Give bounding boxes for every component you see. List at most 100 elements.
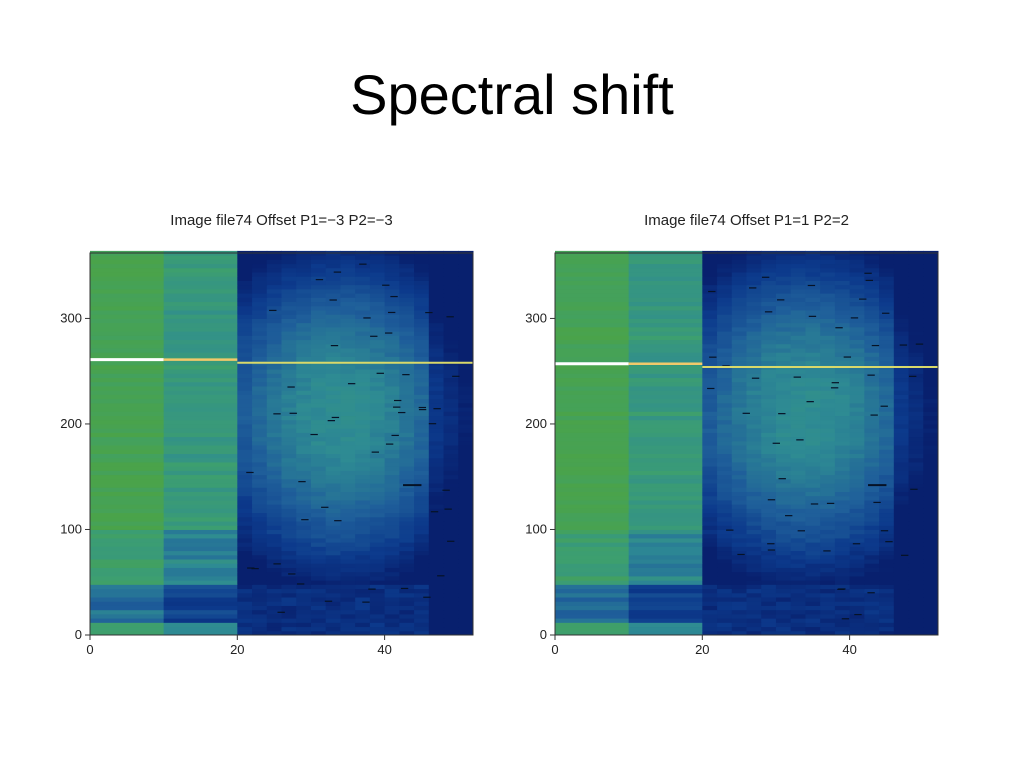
heatmap-cell (399, 305, 415, 311)
heatmap-cell (310, 436, 327, 442)
heatmap-cell (414, 284, 430, 290)
heatmap-cell (252, 601, 268, 606)
heatmap-cell (163, 571, 238, 577)
heatmap-cell (443, 259, 459, 265)
heatmap-cell (775, 478, 792, 484)
heatmap-cell (355, 622, 371, 628)
heatmap-cell (879, 394, 895, 400)
heatmap-cell (237, 584, 253, 590)
heatmap-cell (923, 512, 939, 518)
heatmap-cell (702, 335, 718, 341)
heatmap-cell (790, 609, 806, 615)
heatmap-cell (820, 478, 836, 484)
heatmap-cell (879, 301, 895, 307)
heatmap-cell (428, 575, 445, 581)
heatmap-cell (628, 613, 703, 619)
heatmap-cell (820, 453, 836, 459)
heatmap-cell (893, 466, 910, 471)
heatmap-cell (428, 525, 445, 530)
heatmap-cell (325, 293, 341, 298)
heatmap-cell (893, 495, 910, 501)
heatmap-cell (555, 402, 630, 408)
heatmap-cell (555, 499, 630, 505)
heatmap-cell (414, 575, 430, 581)
heatmap-cell (384, 521, 400, 526)
heatmap-cell (775, 487, 792, 492)
heatmap-cell (369, 575, 386, 581)
heatmap-cell (252, 537, 268, 543)
heatmap-cell (325, 461, 341, 467)
heatmap-cell (325, 550, 341, 556)
heatmap-cell (310, 453, 327, 459)
heatmap-cell (252, 398, 268, 404)
heatmap-cell (893, 445, 910, 450)
heatmap-cell (399, 288, 415, 294)
heatmap-cell (879, 343, 895, 349)
heatmap-cell (355, 326, 371, 332)
heatmap-cell (266, 377, 282, 383)
heatmap-cell (717, 284, 733, 290)
heatmap-cell (702, 546, 718, 552)
heatmap-cell (805, 613, 821, 619)
heatmap-cell (355, 385, 371, 391)
heatmap-cell (310, 550, 327, 556)
heatmap-cell (310, 491, 327, 497)
heatmap-cell (237, 512, 253, 518)
heatmap-cell (761, 267, 777, 273)
heatmap-cell (805, 326, 821, 332)
heatmap-cell (864, 352, 880, 357)
heatmap-cell (384, 449, 400, 454)
heatmap-cell (325, 267, 341, 273)
heatmap-cell (775, 360, 792, 366)
heatmap-cell (266, 609, 282, 615)
heatmap-cell (369, 411, 386, 417)
heatmap-cell (399, 508, 415, 514)
heatmap-cell (628, 343, 703, 349)
heatmap-cell (923, 609, 939, 615)
heatmap-cell (252, 571, 268, 577)
heatmap-cell (908, 259, 924, 265)
heatmap-cell (805, 588, 821, 594)
heatmap-cell (731, 259, 747, 265)
heatmap-cell (252, 331, 268, 336)
heatmap-cell (908, 377, 924, 383)
heatmap-cell (849, 385, 865, 391)
heatmap-cell (702, 432, 718, 438)
heatmap-cell (555, 478, 630, 484)
heatmap-cell (428, 521, 445, 526)
heatmap-cell (340, 533, 356, 539)
heatmap-cell (820, 508, 836, 514)
heatmap-cell (761, 263, 777, 269)
heatmap-cell (428, 529, 445, 535)
heatmap-cell (923, 373, 939, 379)
heatmap-cell (237, 271, 253, 277)
heatmap-cell (90, 478, 165, 484)
heatmap-cell (555, 356, 630, 362)
heatmap-cell (428, 449, 445, 454)
heatmap-cell (628, 369, 703, 374)
heatmap-cell (834, 331, 851, 336)
heatmap-cell (834, 601, 851, 606)
heatmap-cell (555, 394, 630, 400)
heatmap-cell (384, 373, 400, 379)
heatmap-cell (340, 554, 356, 560)
heatmap-cell (834, 322, 851, 328)
heatmap-cell (790, 521, 806, 526)
heatmap-cell (458, 609, 474, 615)
heatmap-cell (428, 255, 445, 260)
heatmap-cell (340, 373, 356, 379)
heatmap-cell (296, 499, 312, 505)
heatmap-cell (163, 478, 238, 484)
heatmap-cell (252, 352, 268, 357)
heatmap-cell (805, 385, 821, 391)
heatmap-cell (790, 402, 806, 408)
heatmap-cell (849, 533, 865, 539)
heatmap-cell (746, 533, 762, 539)
heatmap-cell (443, 394, 459, 400)
heatmap-cell (893, 271, 910, 277)
heatmap-cell (325, 495, 341, 501)
heatmap-cell (820, 512, 836, 518)
heatmap-cell (237, 495, 253, 501)
heatmap-cell (296, 288, 312, 294)
heatmap-cell (731, 318, 747, 324)
